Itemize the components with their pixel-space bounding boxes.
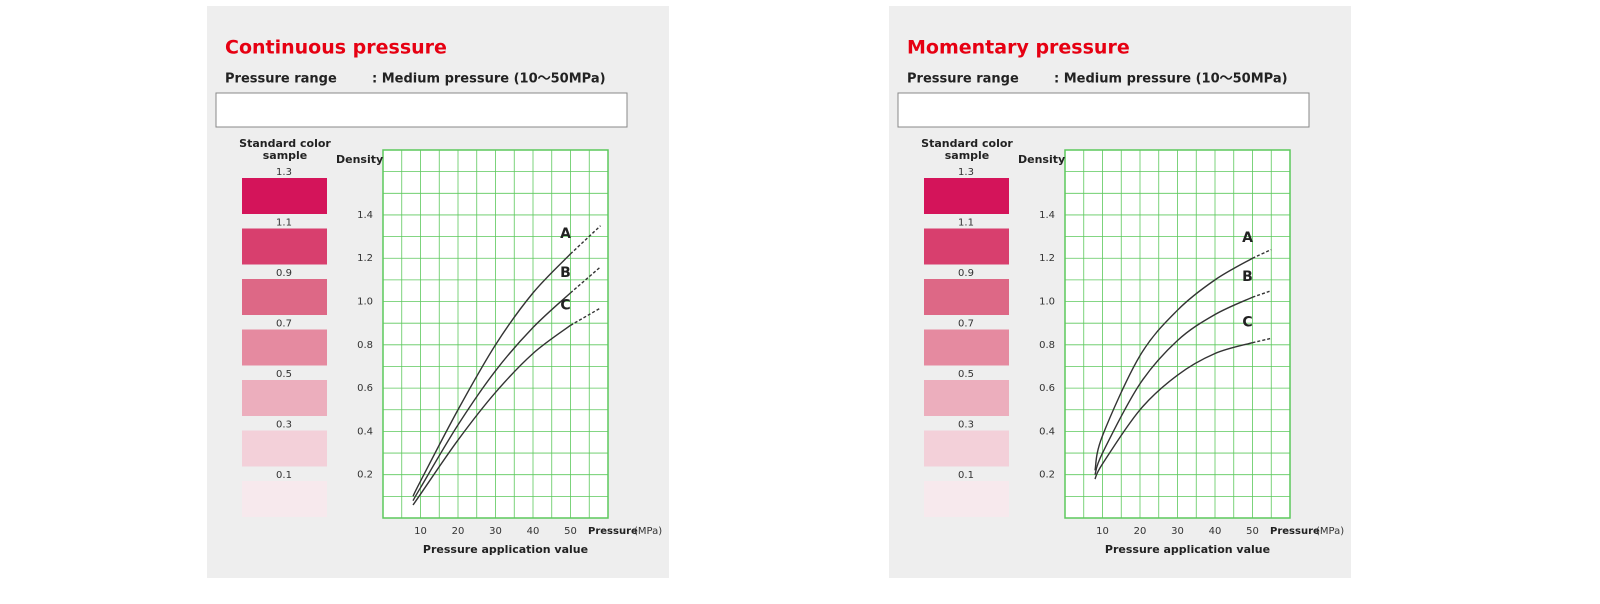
color-swatch — [242, 178, 327, 214]
swatch-label: 1.3 — [276, 167, 292, 178]
swatch-title-box: Standard color sample — [921, 138, 1013, 162]
swatch-label: 0.5 — [276, 369, 292, 380]
swatch-label: 0.7 — [276, 319, 292, 330]
swatch-title: Standard color sample — [239, 138, 331, 162]
swatch-label: 0.3 — [276, 420, 292, 431]
curve-extrapolated — [1252, 290, 1272, 298]
x-unit: (MPa) — [634, 526, 662, 537]
swatch-label: 0.1 — [276, 470, 292, 481]
swatch-label: 1.3 — [958, 167, 974, 178]
x-tick-label: 40 — [1209, 526, 1222, 537]
x-tick-label: 20 — [452, 526, 465, 537]
x-axis-title: Pressure application value — [1105, 543, 1270, 556]
swatch-label: 1.1 — [276, 218, 292, 229]
curve — [412, 324, 571, 506]
x-unit-label: Pressure — [588, 526, 638, 537]
color-swatch — [242, 329, 327, 366]
curve — [412, 253, 572, 497]
color-swatch — [924, 329, 1009, 366]
swatch-label: 0.3 — [958, 420, 974, 431]
y-tick-label: 1.4 — [357, 210, 373, 221]
color-swatch — [242, 279, 327, 315]
x-unit: (MPa) — [1316, 526, 1344, 537]
curve — [1094, 296, 1253, 475]
curve — [1094, 257, 1253, 471]
x-unit-label: Pressure — [1270, 526, 1320, 537]
swatch-label: 0.1 — [958, 470, 974, 481]
y-tick-label: 0.2 — [1039, 470, 1055, 481]
x-tick-label: 30 — [489, 526, 502, 537]
series-label: A — [1242, 230, 1253, 246]
panel: Continuous pressure Pressure range : Mediu… — [207, 6, 669, 578]
color-swatch — [242, 380, 327, 416]
range-value: : Medium pressure (10～50MPa) — [1054, 72, 1288, 87]
y-tick-label: 1.0 — [357, 297, 373, 308]
color-swatch — [242, 228, 327, 265]
input-box — [897, 92, 1310, 128]
curve-extrapolated — [1252, 248, 1272, 259]
y-axis-title: Density — [1018, 153, 1065, 166]
curve — [412, 292, 571, 502]
curve-extrapolated — [1252, 337, 1272, 344]
swatch-label: 1.1 — [958, 218, 974, 229]
color-swatch — [924, 430, 1009, 467]
y-tick-label: 0.8 — [1039, 340, 1055, 351]
series-label: C — [1242, 315, 1252, 331]
color-swatch — [924, 178, 1009, 214]
color-swatch — [242, 430, 327, 467]
swatch-label: 0.5 — [958, 369, 974, 380]
x-tick-label: 40 — [527, 526, 540, 537]
y-tick-label: 0.4 — [1039, 426, 1055, 437]
x-tick-label: 50 — [1246, 526, 1259, 537]
plot-frame — [382, 149, 609, 519]
x-tick-label: 50 — [564, 526, 577, 537]
color-swatch — [924, 380, 1009, 416]
color-swatch — [924, 481, 1009, 517]
y-tick-label: 0.2 — [357, 470, 373, 481]
x-tick-label: 20 — [1134, 526, 1147, 537]
swatch-label: 0.7 — [958, 319, 974, 330]
color-swatch — [924, 279, 1009, 315]
range-label: Pressure range — [225, 72, 337, 87]
color-swatch — [242, 481, 327, 517]
y-tick-label: 1.2 — [1039, 253, 1055, 264]
curve-extrapolated — [570, 307, 601, 326]
swatch-label: 0.9 — [958, 268, 974, 279]
curve — [1094, 341, 1253, 480]
panel: Momentary pressure Pressure range : Medium… — [889, 6, 1351, 578]
curve-extrapolated — [570, 266, 601, 294]
x-axis-title: Pressure application value — [423, 543, 588, 556]
series-label: B — [1242, 269, 1253, 285]
y-tick-label: 0.8 — [357, 340, 373, 351]
panel-title: Continuous pressure — [225, 37, 447, 59]
plot-frame — [1064, 149, 1291, 519]
swatch-title-box: Standard color sample — [239, 138, 331, 162]
x-tick-label: 10 — [1096, 526, 1109, 537]
range-value: : Medium pressure (10～50MPa) — [372, 72, 606, 87]
y-axis-title: Density — [336, 153, 383, 166]
curve-extrapolated — [570, 225, 601, 255]
series-label: C — [560, 297, 570, 313]
input-box — [215, 92, 628, 128]
panel-title: Momentary pressure — [907, 37, 1130, 59]
y-tick-label: 1.2 — [357, 253, 373, 264]
y-tick-label: 1.0 — [1039, 297, 1055, 308]
series-label: A — [560, 226, 571, 242]
swatch-label: 0.9 — [276, 268, 292, 279]
y-tick-label: 0.6 — [1039, 383, 1055, 394]
y-tick-label: 0.6 — [357, 383, 373, 394]
range-label: Pressure range — [907, 72, 1019, 87]
series-label: B — [560, 265, 571, 281]
swatch-title: Standard color sample — [921, 138, 1013, 162]
y-tick-label: 1.4 — [1039, 210, 1055, 221]
x-tick-label: 30 — [1171, 526, 1184, 537]
color-swatch — [924, 228, 1009, 265]
x-tick-label: 10 — [414, 526, 427, 537]
y-tick-label: 0.4 — [357, 426, 373, 437]
